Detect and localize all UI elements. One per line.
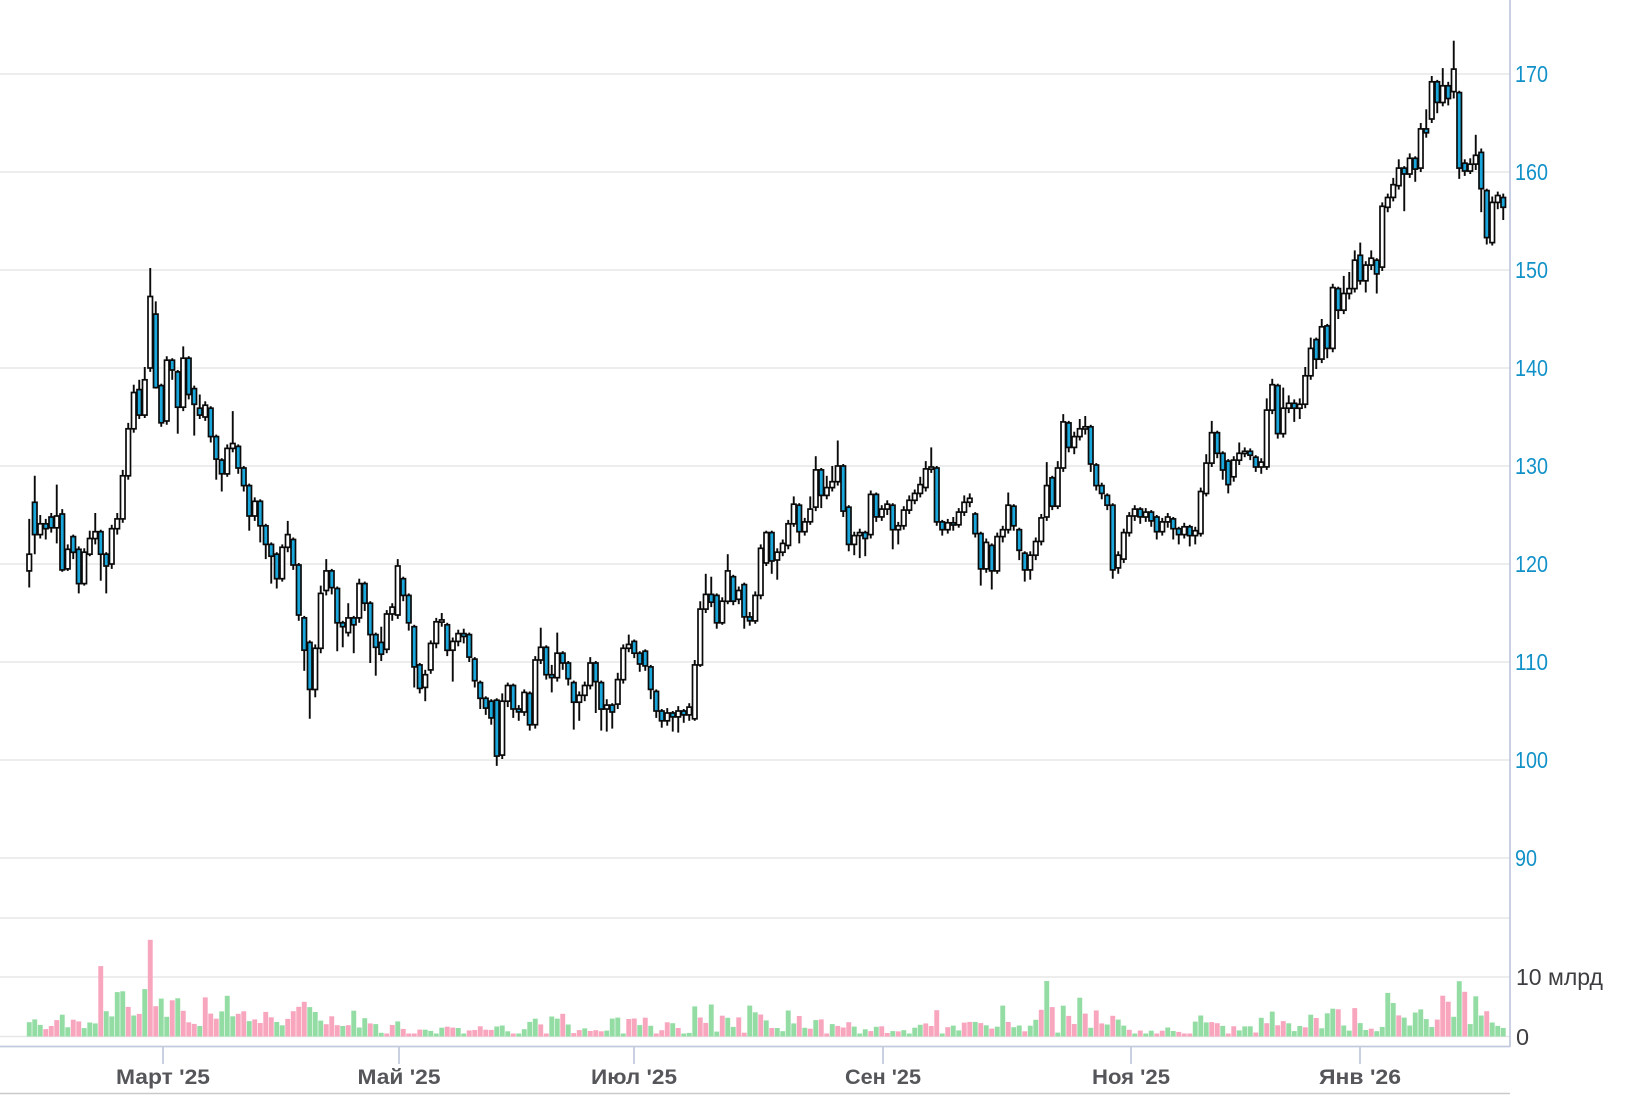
- svg-text:150: 150: [1515, 257, 1548, 283]
- svg-text:Янв '26: Янв '26: [1319, 1065, 1401, 1089]
- svg-text:140: 140: [1515, 355, 1548, 381]
- svg-text:Июл '25: Июл '25: [591, 1065, 677, 1089]
- svg-text:170: 170: [1515, 61, 1548, 87]
- svg-text:Ноя '25: Ноя '25: [1092, 1065, 1170, 1089]
- svg-text:Сен '25: Сен '25: [845, 1065, 921, 1089]
- svg-text:10 млрд: 10 млрд: [1516, 964, 1603, 990]
- svg-text:Март '25: Март '25: [116, 1065, 210, 1089]
- svg-text:110: 110: [1515, 649, 1548, 675]
- svg-text:100: 100: [1515, 747, 1548, 773]
- svg-text:0: 0: [1516, 1024, 1529, 1050]
- svg-text:160: 160: [1515, 159, 1548, 185]
- svg-text:120: 120: [1515, 551, 1548, 577]
- svg-text:Май '25: Май '25: [358, 1065, 441, 1089]
- svg-text:90: 90: [1515, 845, 1537, 871]
- svg-text:130: 130: [1515, 453, 1548, 479]
